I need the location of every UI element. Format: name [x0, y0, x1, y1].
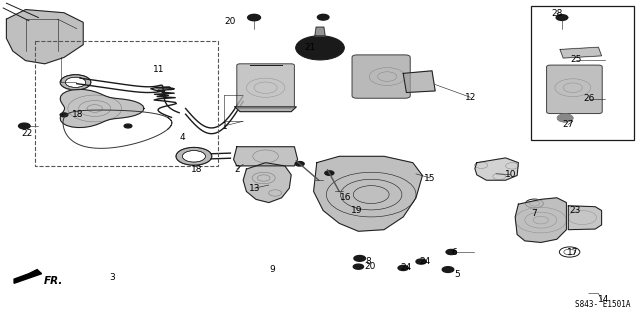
Text: 7: 7 [532, 209, 537, 218]
Circle shape [556, 15, 568, 20]
Text: 19: 19 [351, 206, 363, 215]
FancyBboxPatch shape [352, 55, 410, 98]
Polygon shape [560, 47, 602, 58]
FancyBboxPatch shape [547, 65, 602, 114]
Circle shape [60, 75, 91, 90]
Circle shape [124, 124, 132, 128]
Circle shape [176, 147, 212, 165]
Polygon shape [14, 270, 42, 283]
Text: 20: 20 [225, 17, 236, 26]
Circle shape [182, 151, 205, 162]
Text: 14: 14 [598, 295, 609, 304]
Bar [531, 6, 634, 140]
Text: 8: 8 [365, 257, 371, 266]
Text: 12: 12 [465, 93, 476, 102]
Text: 3: 3 [109, 273, 115, 282]
Text: 24: 24 [419, 257, 431, 266]
Polygon shape [314, 156, 422, 231]
Circle shape [354, 256, 365, 261]
FancyBboxPatch shape [237, 64, 294, 108]
Text: 24: 24 [401, 263, 412, 272]
Text: 28: 28 [551, 9, 563, 18]
Circle shape [416, 259, 426, 264]
Text: 11: 11 [153, 65, 164, 74]
Text: 16: 16 [340, 193, 351, 202]
Circle shape [317, 14, 329, 20]
Circle shape [19, 123, 30, 129]
Text: 5: 5 [455, 271, 460, 279]
Text: 18: 18 [72, 110, 84, 119]
Circle shape [60, 113, 68, 117]
Polygon shape [475, 158, 518, 180]
Polygon shape [315, 27, 325, 36]
Polygon shape [403, 71, 435, 93]
Circle shape [446, 249, 456, 255]
Text: 15: 15 [424, 174, 436, 182]
Text: 9: 9 [269, 265, 275, 274]
Text: 13: 13 [249, 184, 260, 193]
Polygon shape [243, 163, 291, 203]
Polygon shape [235, 107, 296, 112]
Polygon shape [515, 198, 566, 242]
Text: 1: 1 [223, 122, 228, 130]
Circle shape [557, 114, 573, 122]
Text: 4: 4 [180, 133, 185, 142]
Text: 20: 20 [364, 262, 376, 271]
Polygon shape [568, 206, 602, 230]
Circle shape [65, 77, 86, 87]
Polygon shape [6, 10, 83, 64]
Text: S843- E1501A: S843- E1501A [575, 300, 630, 309]
Text: 25: 25 [570, 56, 582, 64]
Circle shape [325, 171, 334, 175]
Text: 22: 22 [21, 130, 33, 138]
Text: 18: 18 [191, 165, 202, 174]
Text: 21: 21 [305, 43, 316, 52]
Bar [35, 41, 218, 166]
Text: 10: 10 [505, 170, 516, 179]
Polygon shape [60, 89, 144, 128]
Text: 17: 17 [567, 248, 579, 256]
Circle shape [296, 36, 344, 60]
Text: 2: 2 [234, 165, 239, 174]
Polygon shape [234, 147, 298, 166]
Text: 26: 26 [583, 94, 595, 103]
Circle shape [442, 267, 454, 272]
Circle shape [353, 264, 364, 269]
Text: 27: 27 [563, 120, 574, 129]
Text: FR.: FR. [44, 276, 63, 286]
Text: 23: 23 [569, 206, 580, 215]
Circle shape [295, 161, 304, 166]
Text: 6: 6 [452, 248, 457, 256]
Circle shape [398, 265, 408, 271]
Circle shape [248, 14, 260, 21]
